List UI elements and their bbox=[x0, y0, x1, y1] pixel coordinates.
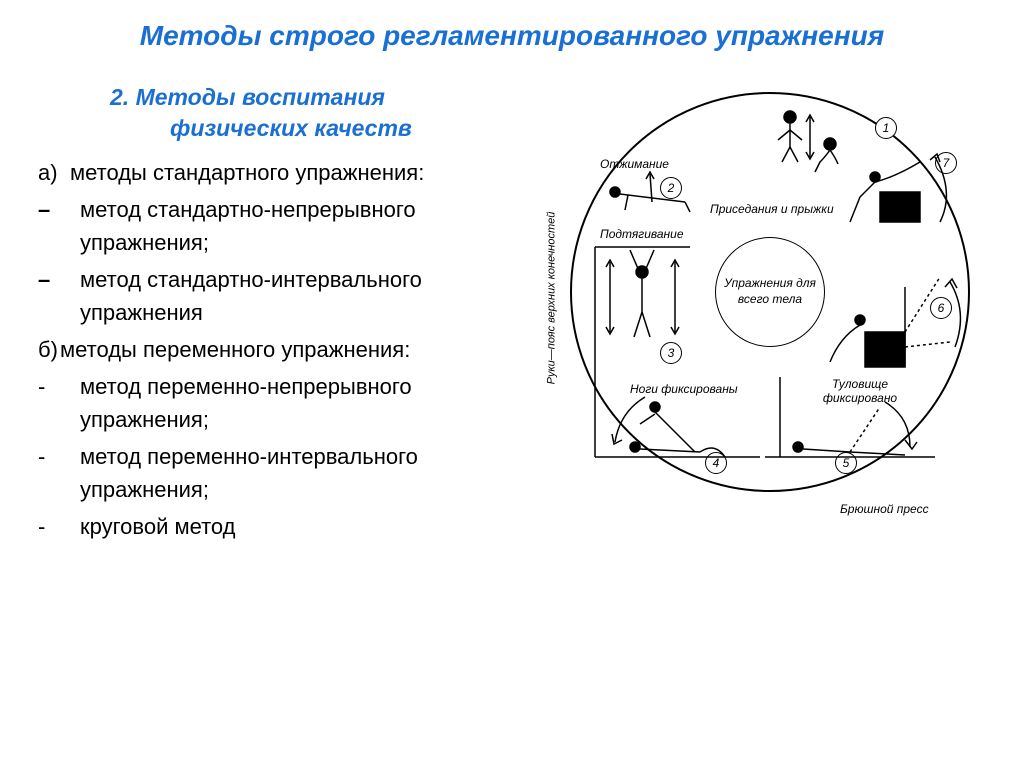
text-b1: метод переменно-непрерывного упражнения; bbox=[60, 370, 530, 436]
inner-circle: Упражнения для всего тела bbox=[715, 237, 825, 347]
diagram-column: Упражнения для всего тела Руки—пояс верх… bbox=[540, 82, 1004, 547]
marker-b: б) bbox=[20, 333, 60, 366]
bottom-label: Брюшной пресс bbox=[840, 502, 929, 516]
text-column: 2. Методы воспитания физических качеств … bbox=[20, 82, 540, 547]
label-torso: Туловище фиксировано bbox=[815, 377, 905, 405]
station-7: 7 bbox=[935, 152, 957, 174]
list-item-b2: - метод переменно-интервального упражнен… bbox=[20, 440, 530, 506]
marker-b1: - bbox=[20, 370, 60, 436]
station-5: 5 bbox=[835, 452, 857, 474]
marker-b3: - bbox=[20, 510, 60, 543]
station-1: 1 bbox=[875, 117, 897, 139]
label-squat: Приседания и прыжки bbox=[710, 202, 834, 216]
label-legs: Ноги фиксированы bbox=[630, 382, 738, 396]
text-b3: круговой метод bbox=[60, 510, 530, 543]
subtitle: 2. Методы воспитания физических качеств bbox=[20, 82, 530, 144]
label-pushup: Отжимание bbox=[600, 157, 669, 171]
text-a2: метод стандартно-интервального упражнени… bbox=[60, 263, 530, 329]
station-3: 3 bbox=[660, 342, 682, 364]
station-4: 4 bbox=[705, 452, 727, 474]
side-label: Руки—пояс верхних конечностей bbox=[545, 212, 557, 385]
label-pullup: Подтягивание bbox=[600, 227, 684, 241]
station-2: 2 bbox=[660, 177, 682, 199]
text-a: методы стандартного упражнения: bbox=[60, 156, 530, 189]
marker-a1: – bbox=[20, 193, 60, 259]
list-item-a2: – метод стандартно-интервального упражне… bbox=[20, 263, 530, 329]
content-area: 2. Методы воспитания физических качеств … bbox=[0, 82, 1024, 547]
text-a1: метод стандартно-непрерывного упражнения… bbox=[60, 193, 530, 259]
text-b: методы переменного упражнения: bbox=[60, 333, 530, 366]
subtitle-line2: физических качеств bbox=[110, 115, 412, 141]
marker-a: а) bbox=[20, 156, 60, 189]
list-item-b3: - круговой метод bbox=[20, 510, 530, 543]
circular-diagram: Упражнения для всего тела Руки—пояс верх… bbox=[540, 62, 990, 562]
station-6: 6 bbox=[930, 297, 952, 319]
marker-b2: - bbox=[20, 440, 60, 506]
list-item-a: а) методы стандартного упражнения: bbox=[20, 156, 530, 189]
marker-a2: – bbox=[20, 263, 60, 329]
list-item-a1: – метод стандартно-непрерывного упражнен… bbox=[20, 193, 530, 259]
text-b2: метод переменно-интервального упражнения… bbox=[60, 440, 530, 506]
subtitle-line1: 2. Методы воспитания bbox=[110, 84, 385, 110]
list-item-b1: - метод переменно-непрерывного упражнени… bbox=[20, 370, 530, 436]
list-item-b: б) методы переменного упражнения: bbox=[20, 333, 530, 366]
